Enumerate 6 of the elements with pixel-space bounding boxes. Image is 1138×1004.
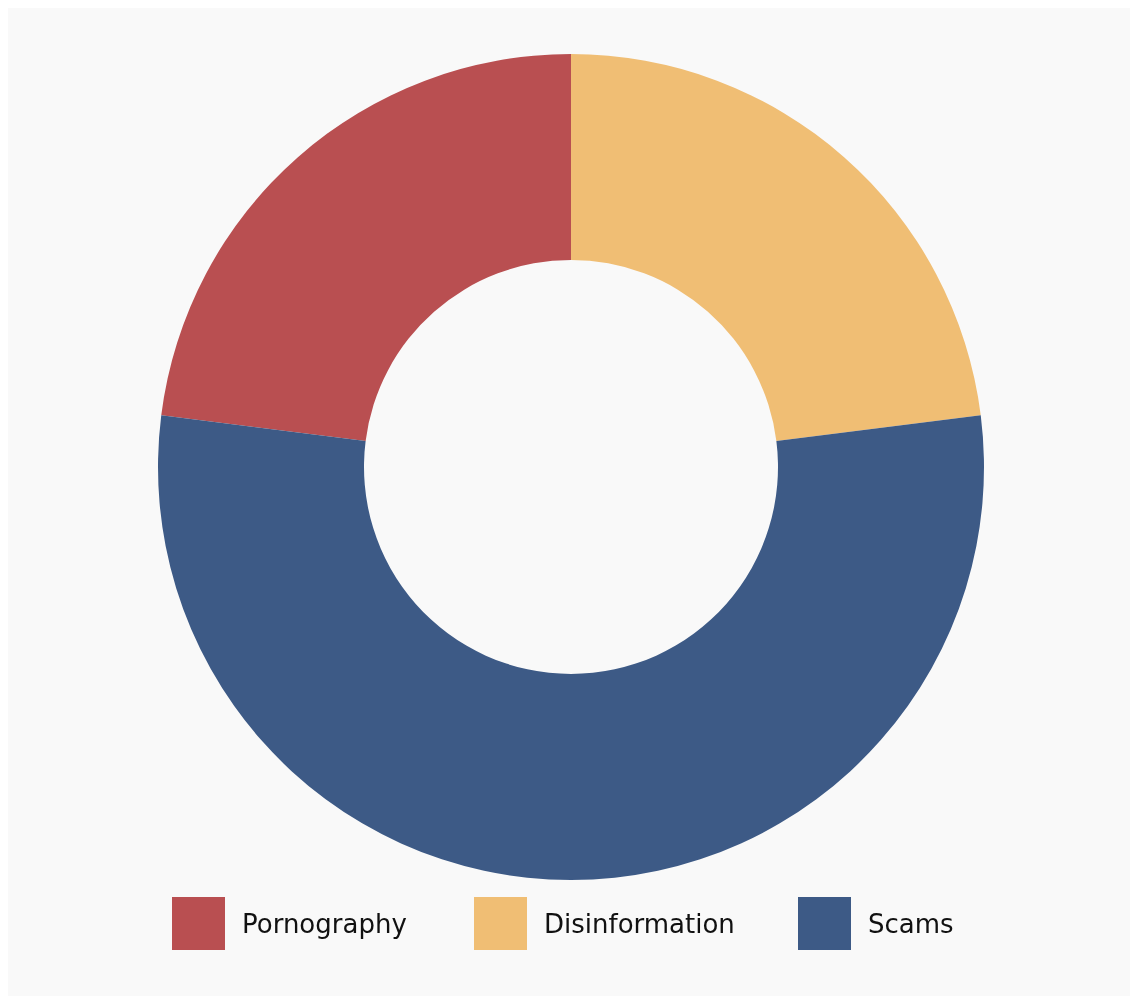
donut-slice (571, 54, 981, 442)
legend-label: Pornography (242, 909, 407, 939)
donut-slice (158, 415, 984, 880)
donut-slice (161, 54, 571, 442)
legend-label: Disinformation (544, 909, 735, 939)
legend-label: Scams (868, 909, 954, 939)
